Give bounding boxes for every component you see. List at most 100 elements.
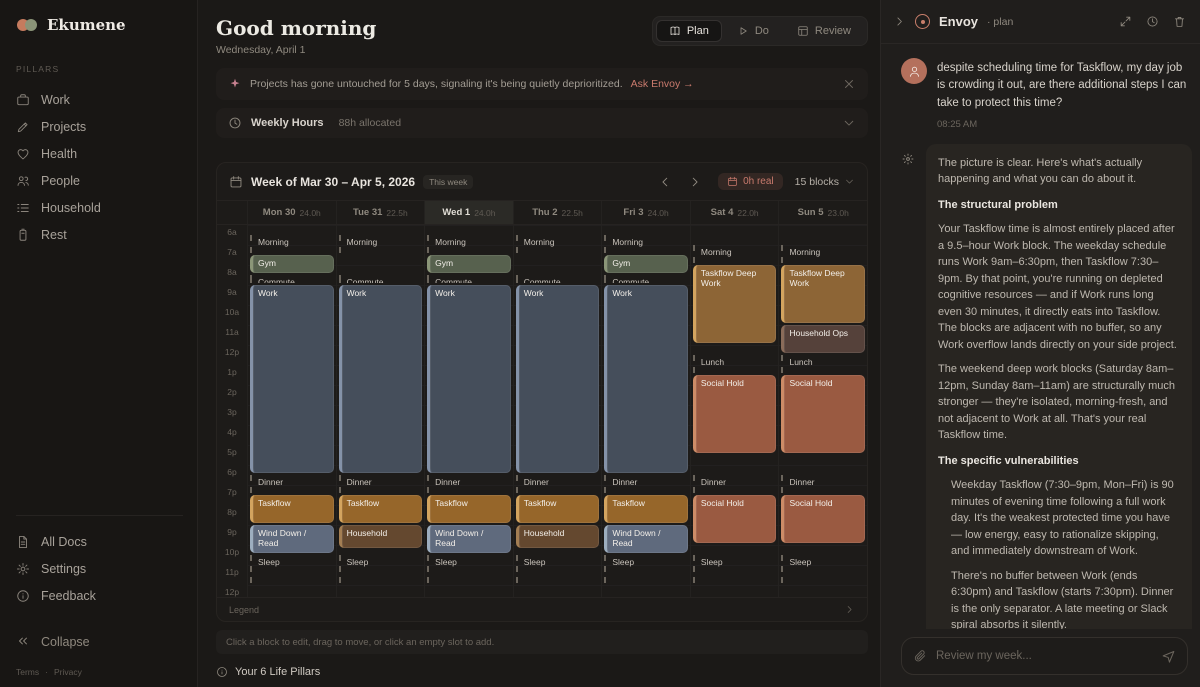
- calendar-block-taskflow[interactable]: Taskflow: [604, 495, 688, 523]
- panel-collapse-icon[interactable]: [893, 15, 906, 28]
- anchor-block-commute[interactable]: Commute: [515, 275, 600, 283]
- tab-plan[interactable]: Plan: [655, 20, 722, 42]
- anchor-block-morning[interactable]: Morning: [250, 235, 334, 253]
- send-icon[interactable]: [1161, 649, 1176, 664]
- day-column-sat-4[interactable]: Morning Taskflow Deep Work Lunch Social Hol…: [689, 225, 779, 597]
- block-label: Dinner: [258, 477, 284, 487]
- chat-input[interactable]: [936, 650, 1152, 662]
- calendar-block-taskflow-deep-work[interactable]: Taskflow Deep Work: [692, 265, 777, 343]
- tab-review[interactable]: Review: [784, 20, 864, 42]
- tab-do[interactable]: Do: [724, 20, 782, 42]
- anchor-block-morning[interactable]: Morning: [781, 245, 865, 263]
- day-header-thu-2[interactable]: Thu 2 22.5h: [512, 201, 602, 224]
- calendar-block-wind-down-read[interactable]: Wind Down / Read: [250, 525, 334, 553]
- anchor-block-morning[interactable]: Morning: [427, 235, 511, 253]
- calendar-block-wind-down-read[interactable]: Wind Down / Read: [604, 525, 688, 553]
- close-icon[interactable]: [842, 77, 856, 91]
- anchor-block-sleep[interactable]: Sleep: [692, 555, 777, 583]
- day-column-sun-5[interactable]: Morning Taskflow Deep Work Household Ops Lu…: [778, 225, 867, 597]
- calendar-block-household[interactable]: Household: [338, 525, 423, 548]
- trash-icon[interactable]: [1173, 15, 1186, 28]
- anchor-block-commute[interactable]: Commute: [250, 275, 334, 283]
- day-column-tue-31[interactable]: Morning Commute Work Dinner Taskflow Househol…: [335, 225, 425, 597]
- weekly-hours-row[interactable]: Weekly Hours 88h allocated: [216, 108, 868, 138]
- anchor-block-morning[interactable]: Morning: [338, 235, 423, 253]
- chevron-down-icon[interactable]: [842, 116, 856, 130]
- sidebar-item-settings[interactable]: Settings: [16, 555, 183, 582]
- calendar-block-household[interactable]: Household: [515, 525, 600, 548]
- calendar-block-gym[interactable]: Gym: [250, 255, 334, 273]
- calendar-block-taskflow[interactable]: Taskflow: [250, 495, 334, 523]
- anchor-block-dinner[interactable]: Dinner: [338, 475, 423, 493]
- sidebar-item-projects[interactable]: Projects: [16, 113, 183, 140]
- day-header-sat-4[interactable]: Sat 4 22.0h: [689, 201, 779, 224]
- anchor-block-sleep[interactable]: Sleep: [338, 555, 423, 583]
- anchor-block-commute[interactable]: Commute: [604, 275, 688, 283]
- day-header-mon-30[interactable]: Mon 30 24.0h: [247, 201, 336, 224]
- blocks-count-dropdown[interactable]: 15 blocks: [795, 176, 855, 188]
- calendar-block-social-hold[interactable]: Social Hold: [692, 375, 777, 453]
- day-header-fri-3[interactable]: Fri 3 24.0h: [601, 201, 690, 224]
- paperclip-icon[interactable]: [913, 649, 927, 663]
- calendar-block-social-hold[interactable]: Social Hold: [692, 495, 777, 543]
- calendar-block-work[interactable]: Work: [338, 285, 423, 473]
- terms-link[interactable]: Terms: [16, 667, 40, 677]
- calendar-block-work[interactable]: Work: [604, 285, 688, 473]
- anchor-block-dinner[interactable]: Dinner: [692, 475, 777, 493]
- anchor-block-sleep[interactable]: Sleep: [427, 555, 511, 583]
- anchor-block-dinner[interactable]: Dinner: [515, 475, 600, 493]
- day-column-fri-3[interactable]: Morning Gym Commute Work Dinner Taskflow Wind …: [601, 225, 690, 597]
- ask-envoy-link[interactable]: Ask Envoy →: [630, 78, 694, 90]
- collapse-button[interactable]: Collapse: [16, 629, 183, 655]
- anchor-block-sleep[interactable]: Sleep: [250, 555, 334, 583]
- calendar-block-taskflow-deep-work[interactable]: Taskflow Deep Work: [781, 265, 866, 323]
- calendar-block-taskflow[interactable]: Taskflow: [427, 495, 511, 523]
- calendar-block-taskflow[interactable]: Taskflow: [515, 495, 600, 523]
- history-icon[interactable]: [1146, 15, 1159, 28]
- calendar-block-social-hold[interactable]: Social Hold: [781, 495, 866, 543]
- anchor-block-lunch[interactable]: Lunch: [781, 355, 865, 373]
- calendar-block-gym[interactable]: Gym: [427, 255, 511, 273]
- anchor-block-commute[interactable]: Commute: [338, 275, 423, 283]
- calendar-block-work[interactable]: Work: [250, 285, 334, 473]
- day-column-mon-30[interactable]: Morning Gym Commute Work Dinner Taskflow Wind …: [247, 225, 336, 597]
- day-column-wed-1[interactable]: Morning Gym Commute Work Dinner Taskflow Wind …: [424, 225, 513, 597]
- sidebar-item-people[interactable]: People: [16, 167, 183, 194]
- sidebar-item-all-docs[interactable]: All Docs: [16, 528, 183, 555]
- anchor-block-morning[interactable]: Morning: [604, 235, 688, 253]
- sidebar-item-work[interactable]: Work: [16, 86, 183, 113]
- anchor-block-sleep[interactable]: Sleep: [781, 555, 865, 583]
- anchor-block-commute[interactable]: Commute: [427, 275, 511, 283]
- next-week-button[interactable]: [684, 171, 706, 193]
- calendar-block-household-ops[interactable]: Household Ops: [781, 325, 866, 353]
- anchor-block-sleep[interactable]: Sleep: [515, 555, 600, 583]
- day-header-wed-1[interactable]: Wed 1 24.0h: [424, 201, 513, 224]
- app-logo[interactable]: Ekumene: [16, 16, 183, 34]
- sidebar-item-household[interactable]: Household: [16, 194, 183, 221]
- calendar-block-work[interactable]: Work: [515, 285, 600, 473]
- calendar-block-wind-down-read[interactable]: Wind Down / Read: [427, 525, 511, 553]
- calendar-block-taskflow[interactable]: Taskflow: [338, 495, 423, 523]
- anchor-block-morning[interactable]: Morning: [515, 235, 600, 253]
- calendar-block-social-hold[interactable]: Social Hold: [781, 375, 866, 453]
- anchor-block-dinner[interactable]: Dinner: [250, 475, 334, 493]
- sidebar-item-rest[interactable]: Rest: [16, 221, 183, 248]
- expand-icon[interactable]: [1119, 15, 1132, 28]
- calendar-block-gym[interactable]: Gym: [604, 255, 688, 273]
- legend-row[interactable]: Legend: [217, 597, 867, 621]
- sidebar-item-health[interactable]: Health: [16, 140, 183, 167]
- anchor-block-dinner[interactable]: Dinner: [781, 475, 865, 493]
- block-label: Wind Down / Read: [258, 528, 307, 548]
- day-header-sun-5[interactable]: Sun 5 23.0h: [778, 201, 867, 224]
- privacy-link[interactable]: Privacy: [53, 667, 82, 677]
- anchor-block-morning[interactable]: Morning: [692, 245, 777, 263]
- calendar-block-work[interactable]: Work: [427, 285, 511, 473]
- day-header-tue-31[interactable]: Tue 31 22.5h: [335, 201, 425, 224]
- prev-week-button[interactable]: [654, 171, 676, 193]
- anchor-block-sleep[interactable]: Sleep: [604, 555, 688, 583]
- day-column-thu-2[interactable]: Morning Commute Work Dinner Taskflow Househol…: [512, 225, 602, 597]
- anchor-block-dinner[interactable]: Dinner: [427, 475, 511, 493]
- anchor-block-lunch[interactable]: Lunch: [692, 355, 777, 373]
- anchor-block-dinner[interactable]: Dinner: [604, 475, 688, 493]
- sidebar-item-feedback[interactable]: Feedback: [16, 582, 183, 609]
